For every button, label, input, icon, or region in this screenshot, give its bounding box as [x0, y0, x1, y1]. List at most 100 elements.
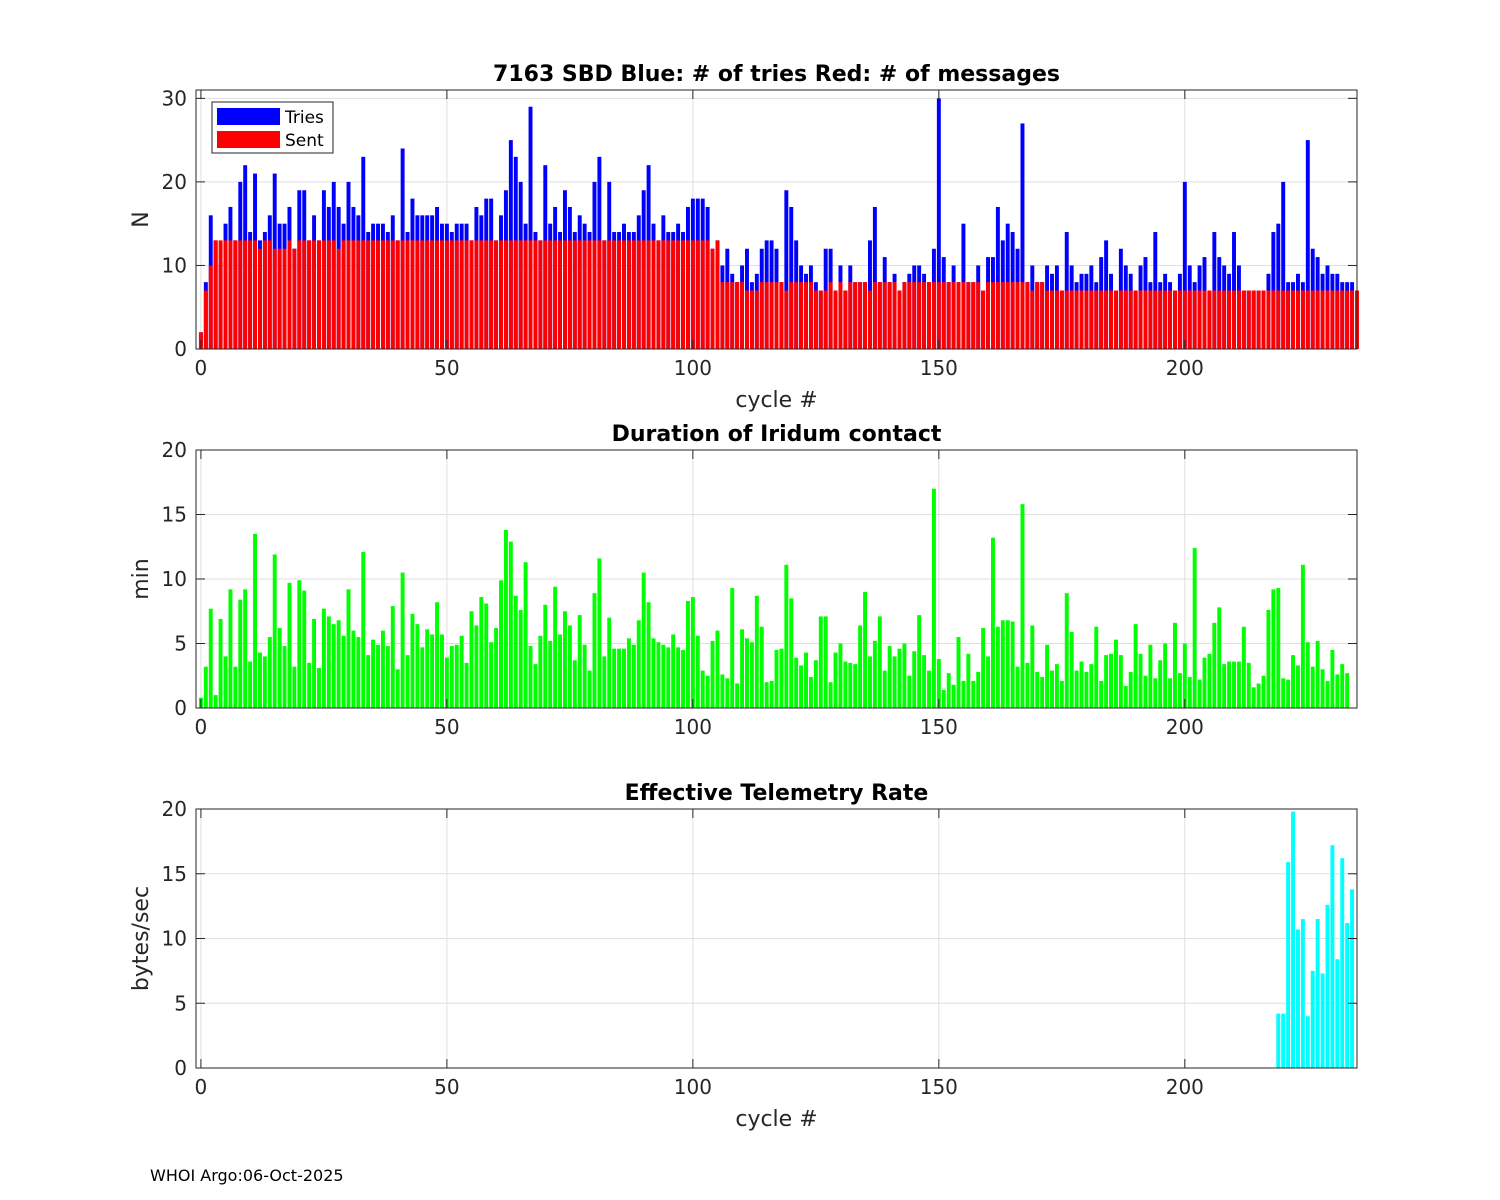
- bar-sent: [1256, 290, 1261, 349]
- bar-sent: [804, 282, 808, 349]
- bar-sent: [1035, 282, 1040, 349]
- bar-value: [208, 608, 213, 708]
- bar-value: [961, 680, 966, 708]
- bar-value: [400, 572, 405, 708]
- bar-sent: [730, 282, 735, 349]
- bar-sent: [464, 240, 469, 349]
- bar-sent: [533, 240, 538, 349]
- bar-sent: [1315, 290, 1320, 349]
- bar-value: [902, 643, 907, 708]
- bar-value: [700, 670, 705, 708]
- bar-value: [272, 554, 277, 708]
- bar-value: [995, 626, 1000, 708]
- bar-value: [420, 647, 425, 708]
- bar-sent: [1040, 282, 1045, 349]
- bar-value: [612, 648, 617, 708]
- bar-value: [690, 597, 695, 708]
- bar-value: [317, 668, 321, 708]
- bar-tries: [995, 206, 1000, 349]
- bar-sent: [1246, 290, 1251, 349]
- bar-value: [695, 635, 700, 708]
- bar-sent: [818, 290, 823, 349]
- bar-value: [385, 646, 390, 708]
- bar-sent: [833, 290, 838, 349]
- bar-value: [1345, 922, 1350, 1068]
- bar-value: [1074, 670, 1079, 708]
- bar-sent: [1217, 290, 1222, 349]
- bar-value: [567, 625, 572, 708]
- bar-value: [1300, 919, 1305, 1068]
- bar-sent: [538, 240, 543, 349]
- bar-value: [1286, 862, 1291, 1068]
- bar-sent: [1030, 290, 1035, 349]
- bar-value: [1113, 639, 1118, 708]
- bar-value: [1291, 655, 1296, 708]
- bar-sent: [617, 240, 622, 349]
- bar-sent: [1113, 290, 1118, 349]
- y-tick-label: 20: [162, 797, 187, 821]
- bar-sent: [887, 282, 892, 349]
- bar-value: [1020, 504, 1025, 708]
- bar-sent: [1197, 290, 1202, 349]
- legend-label: Tries: [284, 108, 324, 128]
- bar-value: [759, 626, 764, 708]
- bar-sent: [312, 240, 317, 349]
- bar-value: [1079, 661, 1084, 708]
- bar-sent: [1109, 290, 1113, 349]
- bar-value: [1192, 548, 1197, 708]
- bar-value: [1138, 653, 1143, 708]
- x-tick-label: 100: [674, 715, 712, 739]
- bar-sent: [892, 282, 897, 349]
- bar-value: [666, 647, 671, 708]
- bar-sent: [484, 240, 489, 349]
- panel-2: 0 50 100 150 200 0 5 10 15 20 Duration of Iridum c…: [129, 422, 1358, 739]
- bar-sent: [1143, 290, 1148, 349]
- bar-value: [990, 537, 995, 708]
- bar-value: [927, 670, 931, 708]
- bar-value: [213, 695, 218, 708]
- bar-sent: [1148, 290, 1153, 349]
- bar-value: [636, 620, 641, 708]
- bar-sent: [248, 240, 253, 349]
- y-tick-label: 15: [162, 862, 187, 886]
- bar-sent: [253, 240, 258, 349]
- bar-sent: [784, 290, 789, 349]
- bar-value: [1330, 649, 1335, 708]
- bar-value: [631, 644, 636, 708]
- bar-sent: [425, 240, 430, 349]
- bar-sent: [828, 282, 833, 349]
- bar-value: [1325, 904, 1330, 1068]
- y-tick-label: 5: [174, 991, 187, 1015]
- bar-sent: [435, 240, 440, 349]
- bar-tries: [1212, 232, 1217, 349]
- bar-value: [1227, 661, 1232, 708]
- legend-swatch: [217, 131, 280, 148]
- bar-sent: [582, 240, 587, 349]
- bar-sent: [272, 248, 277, 349]
- bar-value: [307, 662, 312, 708]
- bar-tries: [1281, 181, 1286, 349]
- bar-value: [440, 634, 444, 708]
- bar-value: [1045, 644, 1050, 708]
- bar-value: [243, 589, 248, 708]
- bar-value: [302, 590, 307, 708]
- bar-value: [740, 629, 745, 708]
- bar-sent: [774, 282, 779, 349]
- bar-sent: [223, 240, 228, 349]
- bar-value: [558, 634, 563, 708]
- footer-stamp: WHOI Argo:06-Oct-2025: [150, 1166, 344, 1185]
- bar-value: [1069, 631, 1074, 708]
- bar-value: [828, 682, 833, 708]
- bar-sent: [302, 240, 307, 349]
- bar-sent: [326, 240, 331, 349]
- bar-value: [331, 624, 336, 708]
- x-tick-label: 100: [674, 356, 712, 380]
- bar-value: [1050, 670, 1054, 708]
- bar-value: [764, 682, 769, 708]
- bar-sent: [474, 240, 479, 349]
- bar-sent: [1163, 290, 1168, 349]
- bar-sent: [740, 282, 745, 349]
- bar-sent: [1291, 290, 1296, 349]
- bar-tries: [1305, 140, 1310, 349]
- bar-sent: [548, 240, 553, 349]
